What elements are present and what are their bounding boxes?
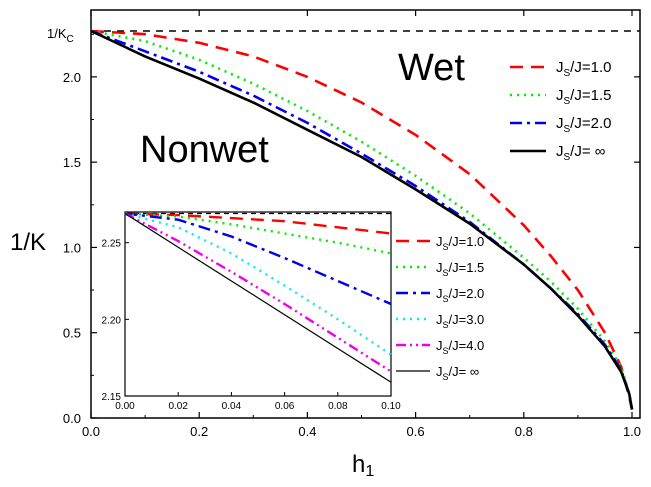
inset-frame (124, 211, 392, 397)
inset-series-line-1 (124, 212, 392, 255)
legend-label-0: JS/J=1.0 (556, 59, 611, 79)
y-tick-label: 0.0 (63, 411, 81, 426)
inset-series-line-5 (124, 212, 392, 383)
y-axis-title: 1/K (10, 229, 46, 256)
y-tick-label: 1.0 (63, 240, 81, 255)
inset-x-tick-label: 0.04 (222, 401, 242, 412)
inset-legend-label-4: JS/J=4.0 (436, 338, 484, 356)
inset-series-line-0 (124, 212, 392, 235)
inset-y-tick-label: 2.20 (102, 315, 122, 326)
inset-x-tick-label: 0.06 (275, 401, 295, 412)
x-axis-title: h1 (352, 451, 374, 480)
x-tick-label: 0.0 (82, 424, 100, 439)
legend-label-3: JS/J= ∞ (556, 143, 606, 163)
inset-x-tick-label: 0.00 (115, 401, 135, 412)
series-line-1 (90, 29, 634, 410)
inset-x-tick-label: 0.08 (328, 401, 348, 412)
region-label-nonwet: Nonwet (140, 129, 269, 171)
series-line-0 (90, 29, 634, 410)
plot-frame (90, 9, 641, 419)
x-tick-label: 0.2 (190, 424, 208, 439)
y-tick-label: 2.0 (63, 70, 81, 85)
series-line-3 (90, 29, 634, 410)
inset-legend-label-0: JS/J=1.0 (436, 234, 484, 252)
y-tick-label: 1.5 (63, 155, 81, 170)
inset-legend-label-3: JS/J=3.0 (436, 312, 484, 330)
legend-label-1: JS/J=1.5 (556, 87, 611, 107)
critical-label: 1/KC (47, 26, 74, 45)
x-tick-label: 0.6 (407, 424, 425, 439)
inset-legend-label-5: JS/J= ∞ (436, 364, 479, 382)
x-tick-label: 0.4 (298, 424, 316, 439)
inset-series-line-2 (124, 212, 392, 306)
inset-y-tick-label: 2.15 (102, 392, 122, 403)
inset-x-tick-label: 0.10 (381, 401, 401, 412)
x-tick-label: 0.8 (515, 424, 533, 439)
y-tick-label: 0.5 (63, 326, 81, 341)
inset-legend-label-1: JS/J=1.5 (436, 260, 484, 278)
region-label-wet: Wet (398, 47, 465, 89)
inset-y-tick-label: 2.25 (102, 239, 122, 250)
inset-x-tick-label: 0.02 (168, 401, 188, 412)
legend-label-2: JS/J=2.0 (556, 115, 611, 135)
inset-legend-label-2: JS/J=2.0 (436, 286, 484, 304)
x-tick-label: 1.0 (623, 424, 641, 439)
